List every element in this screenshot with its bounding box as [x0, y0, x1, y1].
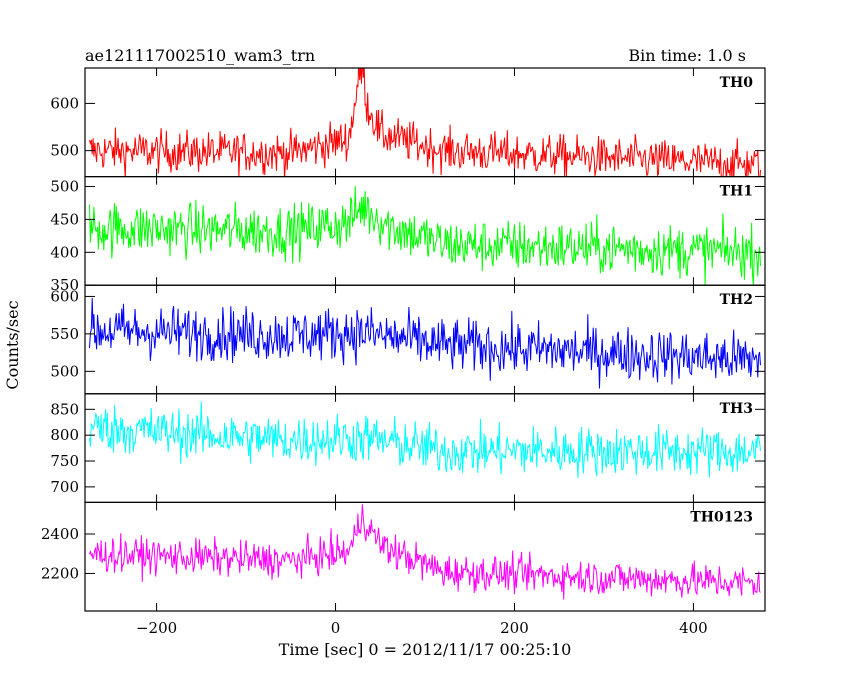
x-tick-label: 200 — [500, 619, 529, 637]
series-th3 — [89, 401, 761, 479]
y-tick-label: 450 — [50, 210, 79, 228]
x-tick-label: −200 — [136, 619, 177, 637]
x-axis-label: Time [sec] 0 = 2012/11/17 00:25:10 — [279, 640, 572, 659]
x-axis: −200 0 200 400 — [136, 619, 708, 637]
panel-th1: 350 400 450 500 TH1 — [50, 176, 766, 294]
y-tick-label: 750 — [50, 452, 79, 470]
y-tick-label: 800 — [50, 426, 79, 444]
series-th2 — [89, 297, 761, 389]
y-tick-label: 350 — [50, 276, 79, 294]
series-th0 — [89, 68, 761, 177]
y-tick-label: 600 — [50, 287, 79, 305]
y-tick-label: 850 — [50, 400, 79, 418]
y-tick-label: 500 — [50, 362, 79, 380]
panel-th2: 500 550 600 TH2 — [50, 284, 766, 395]
series-th0123 — [89, 504, 761, 600]
y-tick-label: 500 — [50, 177, 79, 195]
panel-frame — [84, 501, 766, 612]
y-tick-label: 2200 — [41, 564, 79, 582]
panel-th0123: 2200 2400 TH0123 — [41, 501, 766, 612]
y-tick-label: 500 — [50, 142, 79, 160]
x-tick-label: 400 — [679, 619, 708, 637]
chart-title-right: Bin time: 1.0 s — [628, 46, 746, 65]
panel-th3: 700 750 800 850 TH3 — [50, 393, 766, 503]
y-tick-label: 550 — [50, 325, 79, 343]
panel-label: TH2 — [720, 292, 753, 308]
panel-label: TH0123 — [690, 509, 753, 525]
panel-label: TH3 — [720, 401, 753, 417]
chart-title-left: ae121117002510_wam3_trn — [85, 46, 315, 65]
y-tick-label: 600 — [50, 94, 79, 112]
panel-label: TH1 — [720, 184, 753, 200]
series-th1 — [89, 185, 761, 286]
x-tick-label: 0 — [331, 619, 341, 637]
y-tick-label: 2400 — [41, 525, 79, 543]
y-tick-label: 400 — [50, 243, 79, 261]
y-axis-label: Counts/sec — [3, 300, 22, 389]
panel-label: TH0 — [720, 75, 754, 91]
y-tick-label: 700 — [50, 478, 79, 496]
panel-th0: 500 600 TH0 — [50, 67, 766, 178]
